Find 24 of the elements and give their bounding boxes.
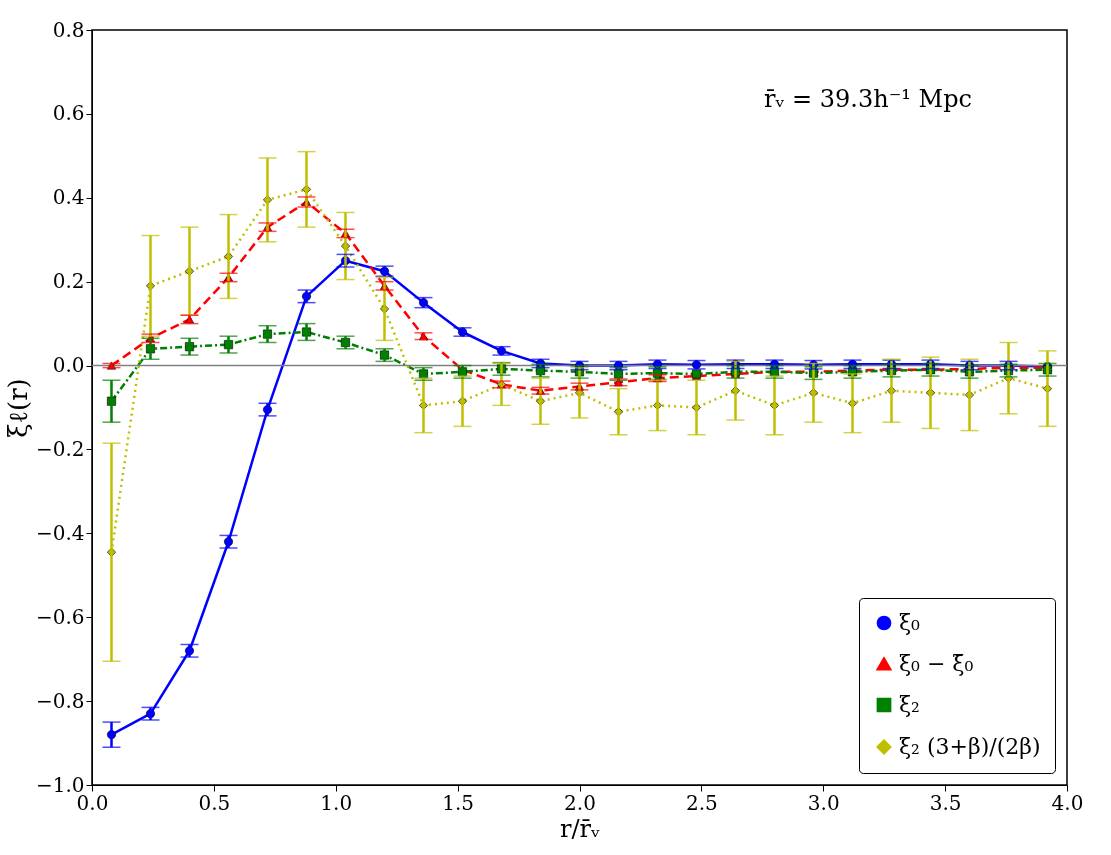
x-axis-title: r/r̄ᵥ <box>560 814 601 843</box>
y-tick-label: 0.2 <box>52 269 85 294</box>
y-tick-label: 0.4 <box>52 185 85 210</box>
y-tick-label: 0.6 <box>52 101 85 126</box>
x-tick-label: 2.5 <box>685 790 718 815</box>
x-tick-label: 1.0 <box>320 790 353 815</box>
y-tick-label: −0.4 <box>35 520 85 545</box>
y-axis-title: ξℓ(r) <box>2 378 33 438</box>
y-tick-label: −0.6 <box>35 604 85 629</box>
y-tick-label: −0.8 <box>35 688 85 713</box>
y-tick-label: −0.2 <box>35 436 85 461</box>
x-tick-label: 3.5 <box>929 790 962 815</box>
y-tick-label: 0.0 <box>52 353 85 378</box>
legend-label: ξ₂ <box>899 692 920 717</box>
legend-label: ξ₀ − ξ̄₀ <box>899 651 974 676</box>
x-tick-label: 2.0 <box>564 790 596 815</box>
x-tick-label: 3.0 <box>807 790 840 815</box>
x-tick-label: 0.5 <box>198 790 231 815</box>
legend-label: ξ₂ (3+β)/(2β) <box>899 734 1041 759</box>
x-tick-label: 4.0 <box>1051 790 1084 815</box>
annotation: r̄ᵥ = 39.3h⁻¹ Mpc <box>764 85 972 113</box>
x-tick-label: 1.5 <box>442 790 475 815</box>
legend-label: ξ₀ <box>899 610 921 635</box>
y-tick-label: 0.8 <box>52 17 85 42</box>
